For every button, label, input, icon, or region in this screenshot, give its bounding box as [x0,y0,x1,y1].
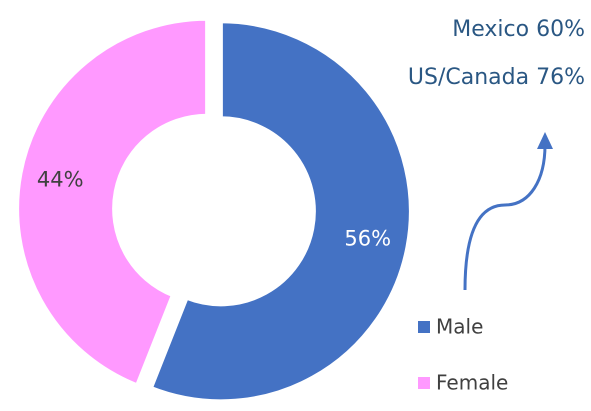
arrow [463,132,553,291]
slice [15,16,210,388]
value-label: 44% [37,168,84,192]
slice [148,19,413,404]
value-label: 56% [344,226,391,250]
annotation: US/Canada 76% [408,65,585,90]
legend-swatch [418,321,430,333]
legend-label: Female [436,371,508,395]
legend-label: Male [436,315,483,339]
legend-swatch [418,377,430,389]
annotation: Mexico 60% [452,17,585,42]
arrow-head [537,132,553,149]
arrow-line [463,144,547,291]
